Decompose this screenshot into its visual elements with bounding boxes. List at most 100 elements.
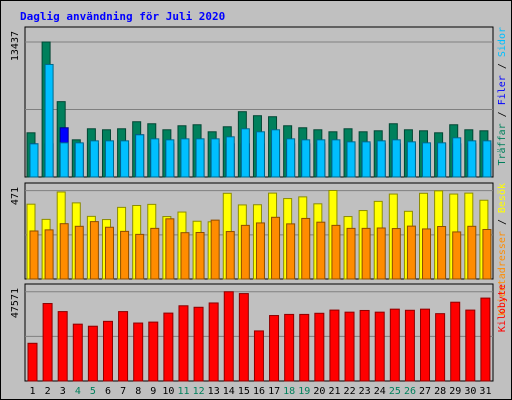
bar-sidor-day-7 (120, 140, 130, 178)
bar-klientadresser-day-9 (150, 227, 160, 280)
bar-sidor-day-8 (135, 134, 145, 178)
legend-klientadresser-part: Klientadresser (497, 231, 508, 315)
bar-klientadresser-day-15 (240, 224, 250, 280)
x-tick-label: 17 (268, 386, 280, 397)
x-tick-label: 24 (374, 386, 386, 397)
x-tick-label: 27 (419, 386, 431, 397)
bar-kilobyte-day-24 (374, 311, 385, 382)
bar-sidor-day-10 (165, 139, 175, 178)
bar-sidor-day-13 (210, 138, 220, 178)
legend-klientadresser: Klientadresser / (497, 219, 508, 315)
bar-sidor-day-15 (240, 128, 250, 178)
bar-kilobyte-day-9 (148, 321, 159, 382)
bar-sidor-day-2 (44, 63, 54, 178)
legend-top-part: Träffar (497, 123, 508, 165)
bar-sidor-day-29 (452, 137, 462, 178)
bar-kilobyte-day-25 (389, 308, 400, 382)
bar-sidor-day-21 (331, 139, 341, 178)
x-tick-label: 25 (389, 386, 401, 397)
bar-kilobyte-day-31 (480, 297, 491, 382)
bar-sidor-day-24 (376, 140, 386, 178)
bar-klientadresser-day-4 (74, 225, 84, 280)
bar-sidor-day-1 (29, 143, 39, 178)
bar-sidor-day-17 (271, 129, 281, 178)
bar-kilobyte-day-28 (435, 313, 446, 382)
x-tick-label: 28 (434, 386, 446, 397)
bar-klientadresser-day-1 (29, 230, 39, 280)
x-tick-label: 29 (449, 386, 461, 397)
x-tick-label: 23 (359, 386, 371, 397)
bar-kilobyte-day-6 (102, 320, 113, 382)
bar-klientadresser-day-6 (104, 226, 114, 280)
x-tick-label: 30 (464, 386, 476, 397)
bar-kilobyte-day-27 (420, 308, 431, 382)
bar-klientadresser-day-24 (376, 227, 386, 280)
x-tick-label: 5 (90, 386, 96, 397)
bar-sidor-day-11 (180, 138, 190, 178)
bar-klientadresser-day-20 (316, 221, 326, 280)
x-tick-label: 31 (479, 386, 491, 397)
bar-kilobyte-day-13 (208, 302, 219, 382)
bar-klientadresser-day-14 (225, 231, 235, 280)
bar-kilobyte-day-11 (178, 305, 189, 382)
legend-top-part: / (497, 57, 508, 75)
bar-sidor-day-31 (482, 140, 492, 178)
bar-klientadresser-day-26 (406, 225, 416, 280)
bar-sidor-day-12 (195, 138, 205, 178)
x-tick-label: 18 (283, 386, 295, 397)
bar-klientadresser-day-29 (452, 231, 462, 280)
x-tick-label: 3 (60, 386, 66, 397)
bar-sidor-day-18 (286, 138, 296, 178)
bar-kilobyte-day-19 (299, 313, 310, 382)
bar-kilobyte-day-23 (359, 309, 370, 382)
bar-klientadresser-day-23 (361, 227, 371, 280)
legend-top: Träffar / Filer / Sidor (497, 27, 508, 166)
bar-kilobyte-day-18 (284, 313, 295, 382)
bar-kilobyte-day-15 (238, 293, 249, 382)
bar-klientadresser-day-16 (255, 222, 265, 280)
bar-kilobyte-day-16 (253, 330, 264, 382)
bar-sidor-day-27 (422, 142, 432, 178)
bar-klientadresser-day-7 (120, 230, 130, 280)
x-tick-label: 22 (344, 386, 356, 397)
legend-top-part: Filer (497, 75, 508, 105)
bar-sidor-day-26 (406, 141, 416, 178)
bar-sidor-day-6 (104, 140, 114, 178)
legend-kilobyte-part: Kilobyte (497, 284, 508, 332)
bar-klientadresser-day-28 (437, 225, 447, 280)
legend-besok: Besök (497, 183, 508, 213)
x-tick-label: 15 (238, 386, 250, 397)
bar-kilobyte-day-3 (57, 311, 68, 382)
bar-klientadresser-day-25 (391, 228, 401, 280)
bar-klientadresser-day-2 (44, 229, 54, 280)
bar-klientadresser-day-18 (286, 223, 296, 280)
x-tick-label: 6 (105, 386, 111, 397)
bar-klientadresser-day-3 (59, 223, 69, 280)
bar-klientadresser-day-5 (89, 221, 99, 280)
bar-klientadresser-day-30 (467, 225, 477, 280)
bar-sidor-day-23 (361, 141, 371, 178)
bar-kilobyte-day-21 (329, 309, 340, 382)
x-tick-label: 1 (30, 386, 36, 397)
bar-sidor-day-28 (437, 142, 447, 178)
bar-klientadresser-day-22 (346, 227, 356, 280)
bar-klientadresser-day-13 (210, 219, 220, 280)
bar-kilobyte-day-26 (404, 309, 415, 382)
x-tick-label: 21 (328, 386, 340, 397)
bar-kilobyte-day-1 (27, 342, 38, 382)
bar-sidor-day-19 (301, 139, 311, 178)
bar-sidor-day-14 (225, 136, 235, 178)
bar-kilobyte-day-10 (163, 312, 174, 382)
bar-sidor-day-30 (467, 140, 477, 178)
bar-kilobyte-day-2 (42, 303, 53, 382)
x-tick-label: 10 (162, 386, 174, 397)
bar-klientadresser-day-8 (135, 233, 145, 280)
bar-sidor-day-22 (346, 141, 356, 178)
bar-klientadresser-day-27 (422, 228, 432, 280)
bar-kilobyte-day-7 (118, 311, 129, 382)
x-tick-label: 7 (120, 386, 126, 397)
bar-kilobyte-day-4 (72, 323, 83, 382)
y-max-label-3: 47571 (10, 288, 21, 318)
